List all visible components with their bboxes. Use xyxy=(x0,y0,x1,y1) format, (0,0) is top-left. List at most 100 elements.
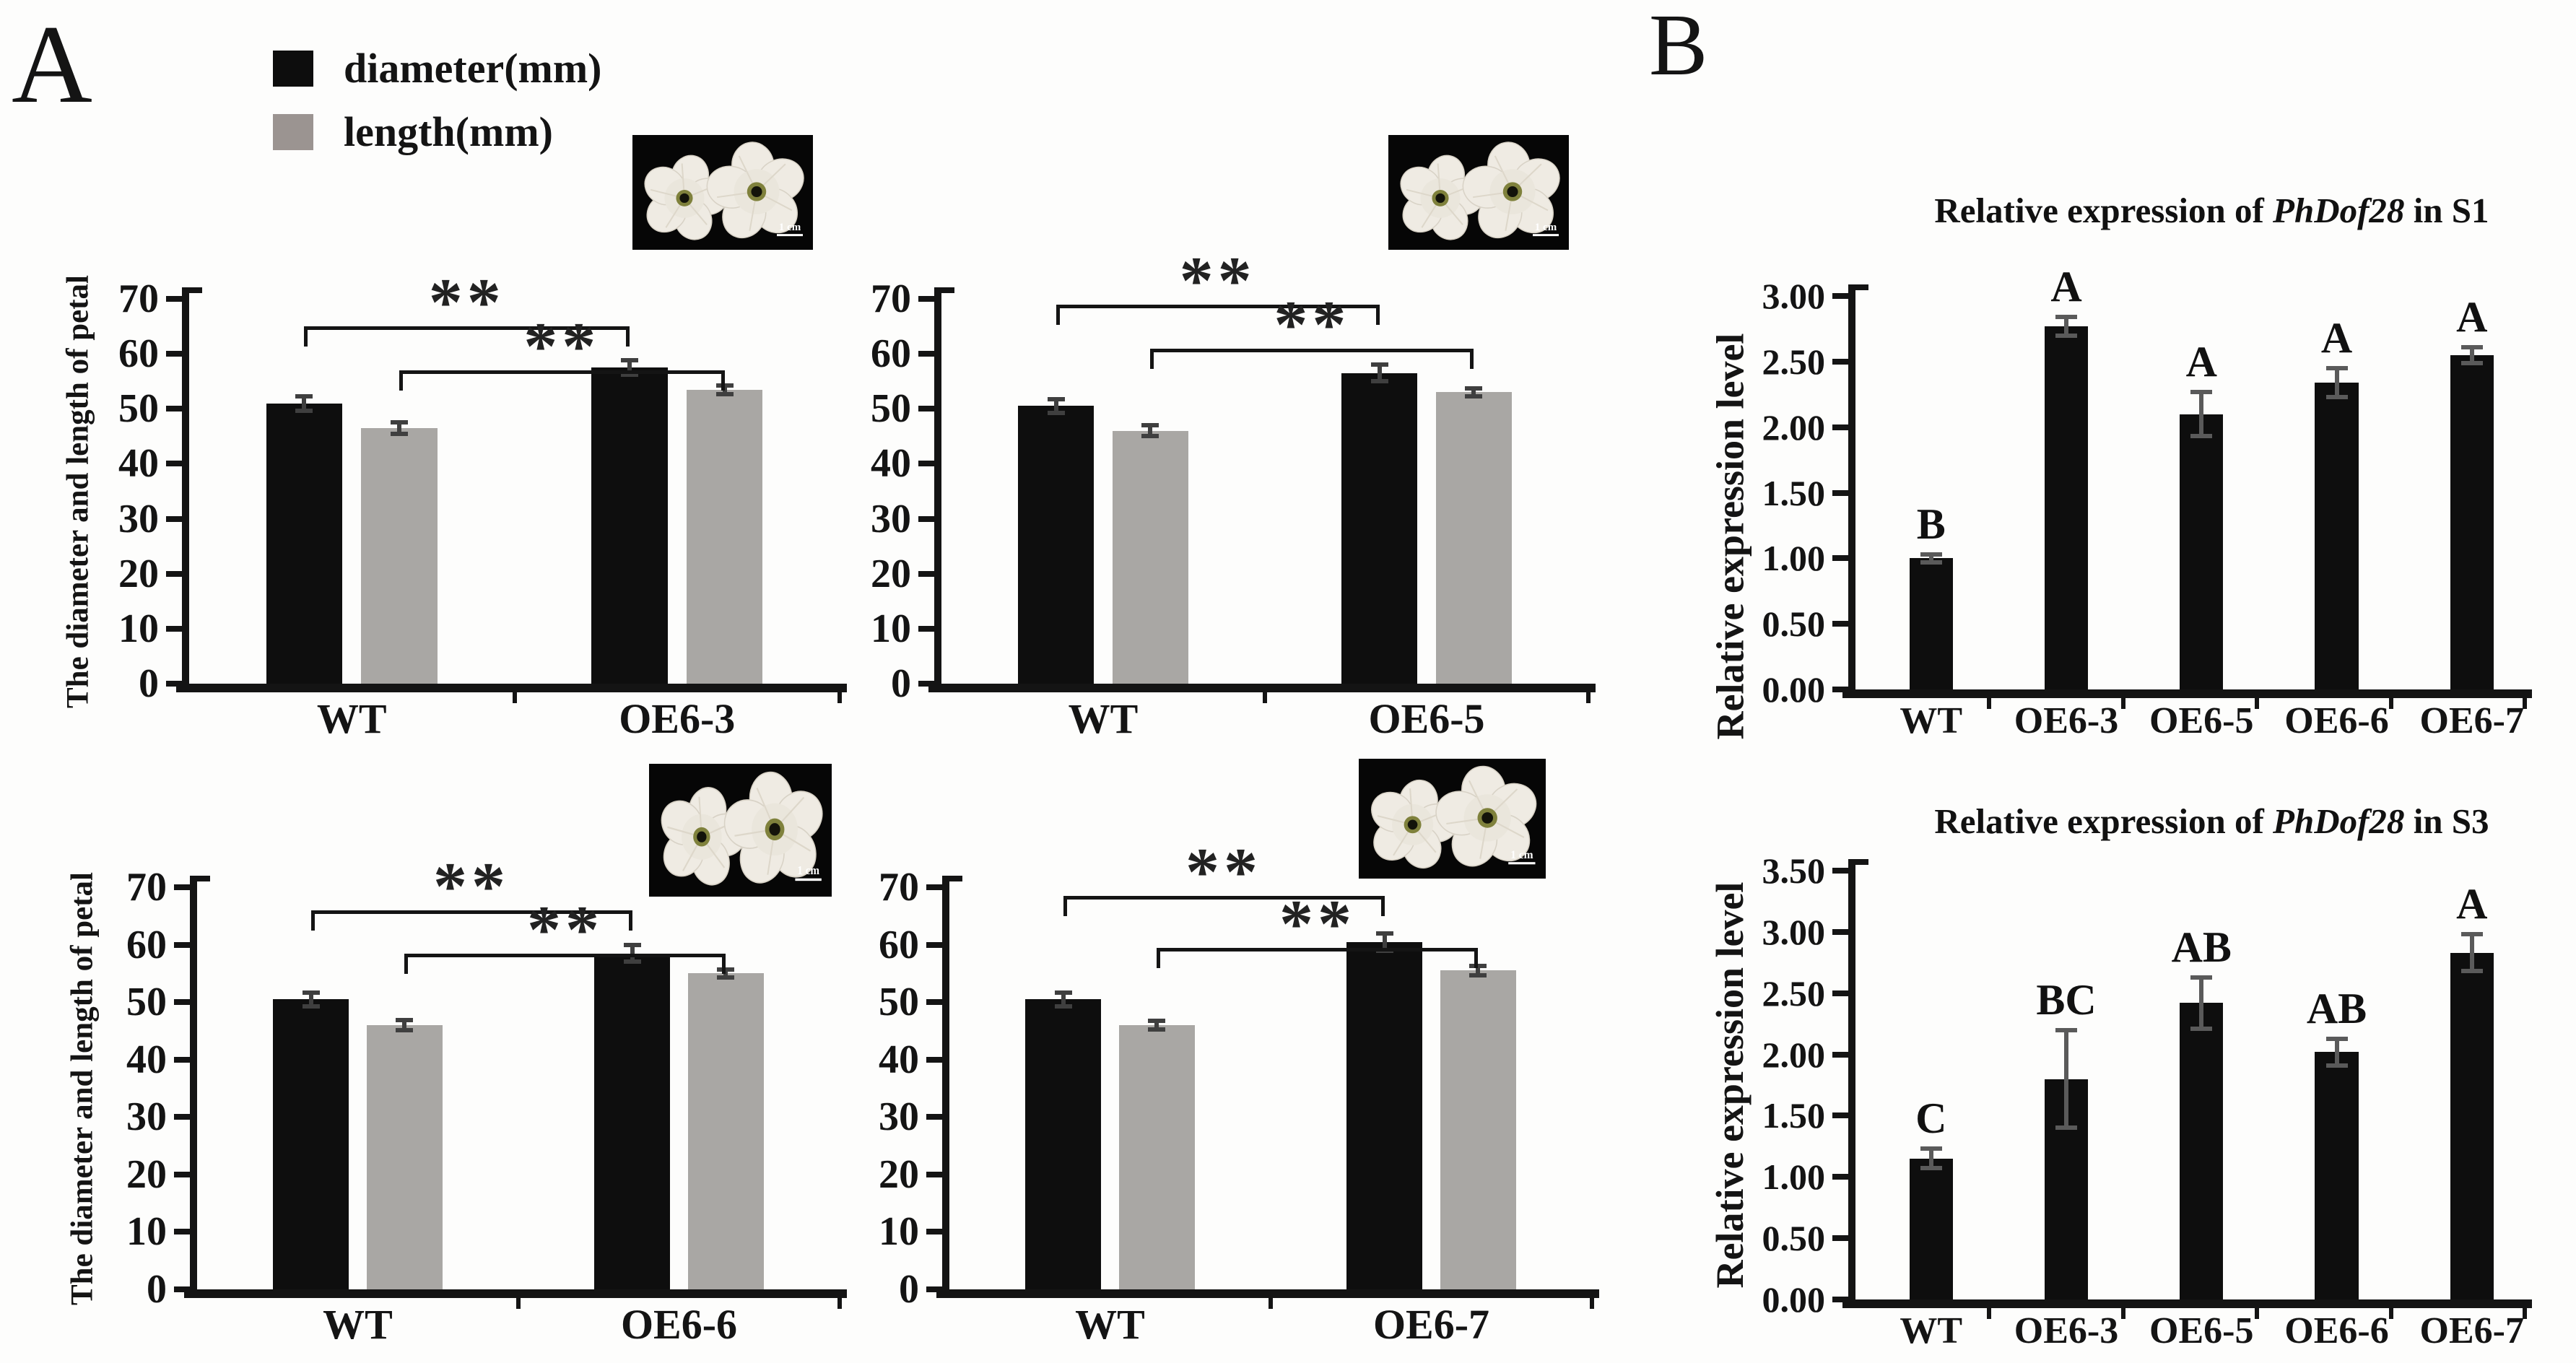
bar-OE6-5-length xyxy=(1435,392,1512,684)
y-axis-title: The diameter and length of petal xyxy=(61,274,95,708)
y-tick xyxy=(926,1229,942,1235)
y-tick-label: 30 xyxy=(879,1094,919,1140)
x-axis-label: OE6-5 xyxy=(2149,1310,2254,1351)
error-bar-cap xyxy=(1054,1003,1072,1009)
y-tick xyxy=(918,570,934,577)
significance-bracket-end xyxy=(1150,348,1154,369)
y-tick xyxy=(926,1056,942,1063)
bar-WT xyxy=(1909,558,1953,689)
error-bar-cap xyxy=(2190,434,2213,439)
x-axis-label: WT xyxy=(1068,695,1139,742)
y-tick-label: 10 xyxy=(126,1209,167,1255)
chart-title: Relative expression of PhDof28 in S1 xyxy=(1834,191,2576,230)
y-tick xyxy=(918,515,934,522)
y-tick-label: 1.50 xyxy=(1762,472,1826,513)
error-bar xyxy=(1061,992,1066,1006)
error-bar xyxy=(397,422,402,434)
error-bar-cap xyxy=(391,431,409,436)
y-tick xyxy=(926,884,942,890)
bar-WT-length xyxy=(361,427,438,684)
y-axis-title: Relative expression level xyxy=(1708,881,1752,1289)
y-tick-label: 1.50 xyxy=(1762,1095,1826,1136)
x-tick xyxy=(2523,1308,2527,1319)
error-bar-cap xyxy=(2055,1027,2077,1032)
error-bar-cap xyxy=(1375,931,1393,936)
legend-item-diameter: diameter(mm) xyxy=(273,48,602,90)
y-tick xyxy=(174,1114,190,1120)
gene-name: PhDof28 xyxy=(2273,801,2405,841)
flower-photo: 1 cm xyxy=(632,135,813,250)
flower-petal-shape xyxy=(751,186,762,198)
y-tick xyxy=(166,681,182,687)
error-bar-cap xyxy=(1469,972,1487,977)
error-bar-cap xyxy=(2190,975,2213,980)
error-bar xyxy=(2199,977,2204,1029)
y-tick xyxy=(174,941,190,948)
y-tick-label: 50 xyxy=(879,980,919,1025)
y-axis-line xyxy=(182,287,189,684)
error-bar-cap xyxy=(2055,333,2077,338)
error-bar-cap xyxy=(1047,397,1065,402)
error-bar xyxy=(2469,934,2474,972)
y-tick-label: 0.00 xyxy=(1762,669,1826,710)
flower-photo-inset-oe6-3: 1 cm xyxy=(632,135,813,250)
error-bar xyxy=(722,385,727,394)
x-axis-label: OE6-6 xyxy=(2284,1310,2389,1351)
error-bar xyxy=(2199,391,2204,437)
error-bar-cap xyxy=(302,1003,320,1009)
significance-stars: ** xyxy=(433,848,510,924)
error-bar xyxy=(1148,425,1153,437)
gene-name: PhDof28 xyxy=(2273,191,2405,230)
title-suffix: in S3 xyxy=(2404,801,2489,841)
legend-swatch-length xyxy=(273,114,313,150)
letter-annotation: C xyxy=(1915,1094,1947,1143)
y-tick-label: 60 xyxy=(879,922,919,967)
significance-stars: ** xyxy=(1185,834,1263,910)
error-bar-cap xyxy=(1148,1018,1166,1023)
error-bar xyxy=(1053,399,1058,413)
x-axis-label: OE6-5 xyxy=(2149,700,2254,741)
y-tick xyxy=(1832,1174,1848,1180)
significance-stars: ** xyxy=(1179,243,1256,318)
letter-annotation: BC xyxy=(2036,975,2097,1024)
scale-bar xyxy=(1508,862,1536,865)
bar-WT-diameter xyxy=(1025,999,1101,1289)
error-bar xyxy=(723,969,728,977)
x-axis-label: OE6-3 xyxy=(619,695,736,742)
error-bar-cap xyxy=(1920,1146,1942,1151)
y-tick xyxy=(174,1229,190,1235)
y-tick xyxy=(918,681,934,687)
y-axis-top-tick xyxy=(941,287,954,293)
y-tick-label: 30 xyxy=(871,496,911,541)
title-prefix: Relative expression of xyxy=(1934,191,2273,230)
expression-chart-s1: 0.00 0.50 1.00 1.50 2.00 2.50 3.00 B WT A OE6-3 A OE… xyxy=(1704,166,2549,744)
significance-bracket-end xyxy=(1063,895,1067,916)
y-tick-label: 50 xyxy=(118,386,159,432)
x-tick xyxy=(1590,1298,1594,1309)
flower-petal-shape xyxy=(697,831,707,842)
y-tick xyxy=(166,461,182,467)
error-bar xyxy=(1154,1020,1159,1030)
y-tick xyxy=(166,406,182,412)
legend-swatch-diameter xyxy=(273,51,313,87)
flower-photo-inset-oe6-6: 1 cm xyxy=(649,764,832,897)
x-tick xyxy=(1987,1308,1992,1319)
error-bar-cap xyxy=(2190,1026,2213,1031)
scale-bar xyxy=(1533,234,1559,237)
x-tick xyxy=(1987,698,1992,709)
scale-bar xyxy=(777,234,803,237)
x-tick xyxy=(512,692,517,703)
significance-bracket xyxy=(1150,348,1474,352)
petunia-flowers-graphic xyxy=(1400,141,1560,240)
significance-stars: ** xyxy=(526,892,604,967)
y-tick xyxy=(926,1286,942,1292)
y-tick xyxy=(918,351,934,357)
error-bar xyxy=(630,944,635,962)
y-tick xyxy=(166,625,182,632)
letter-annotation: AB xyxy=(2171,923,2232,971)
bar-OE6-6-length xyxy=(688,973,764,1289)
error-bar-cap xyxy=(1141,423,1159,428)
y-tick xyxy=(1832,990,1848,996)
x-axis-line xyxy=(1842,689,2532,698)
y-tick-label: 70 xyxy=(118,276,159,321)
